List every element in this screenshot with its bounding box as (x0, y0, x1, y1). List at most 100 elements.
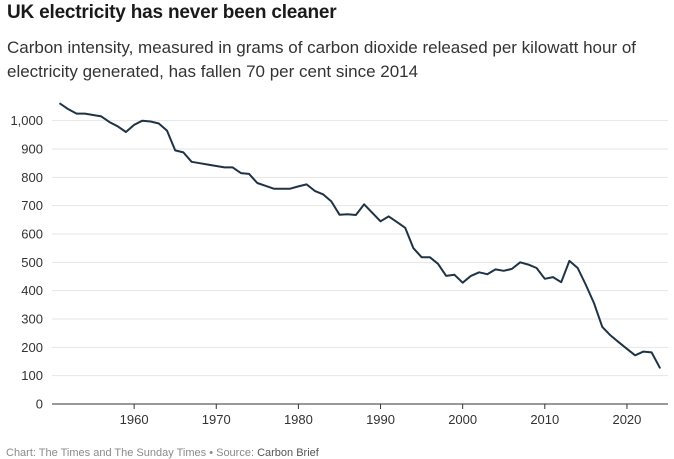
data-point-1954[interactable] (82, 111, 87, 116)
data-point-2012[interactable] (559, 280, 564, 285)
data-point-1955[interactable] (91, 113, 96, 118)
data-point-2004[interactable] (493, 267, 498, 272)
gridlines (52, 120, 668, 405)
data-point-1988[interactable] (362, 202, 367, 207)
data-point-1980[interactable] (296, 184, 301, 189)
data-point-1962[interactable] (148, 119, 153, 124)
data-point-1977[interactable] (271, 186, 276, 191)
data-point-1975[interactable] (255, 181, 260, 186)
data-point-1967[interactable] (189, 159, 194, 164)
data-point-1961[interactable] (140, 118, 145, 123)
data-point-2007[interactable] (518, 260, 523, 265)
data-point-1994[interactable] (411, 246, 416, 251)
x-tick-label-2020: 2020 (612, 412, 641, 427)
data-point-2018[interactable] (608, 333, 613, 338)
data-point-1987[interactable] (353, 213, 358, 218)
data-point-1972[interactable] (230, 165, 235, 170)
series-layer (58, 101, 662, 370)
y-axis-ticks: 0 100 200 300 400 500 600 700 800 900 1,000 (10, 113, 43, 411)
data-point-2020[interactable] (624, 346, 629, 351)
data-point-1996[interactable] (427, 255, 432, 260)
data-point-2015[interactable] (583, 283, 588, 288)
data-point-2014[interactable] (575, 266, 580, 271)
y-tick-label-600: 600 (21, 227, 43, 242)
data-point-1964[interactable] (165, 128, 170, 133)
y-tick-label-0: 0 (36, 397, 43, 412)
x-tick-label-2000: 2000 (448, 412, 477, 427)
y-tick-label-100: 100 (21, 368, 43, 383)
data-point-2019[interactable] (616, 340, 621, 345)
data-point-2002[interactable] (477, 270, 482, 275)
data-point-1960[interactable] (132, 122, 137, 127)
data-point-1968[interactable] (197, 161, 202, 166)
data-point-2006[interactable] (509, 266, 514, 271)
data-point-2009[interactable] (534, 266, 539, 271)
data-point-1984[interactable] (329, 199, 334, 204)
data-point-1998[interactable] (444, 273, 449, 278)
x-tick-label-2010: 2010 (530, 412, 559, 427)
y-tick-label-1000: 1,000 (10, 113, 43, 128)
data-point-1981[interactable] (304, 182, 309, 187)
data-point-1983[interactable] (321, 192, 326, 197)
x-axis-ticks: 1960 1970 1980 1990 2000 2010 2020 (120, 404, 641, 427)
x-tick-label-1960: 1960 (120, 412, 149, 427)
data-point-2003[interactable] (485, 272, 490, 277)
x-tick-label-1970: 1970 (202, 412, 231, 427)
data-point-1993[interactable] (403, 225, 408, 230)
data-point-1970[interactable] (214, 164, 219, 169)
data-point-1976[interactable] (263, 183, 268, 188)
data-point-2010[interactable] (542, 276, 547, 281)
data-point-1990[interactable] (378, 219, 383, 224)
data-point-1991[interactable] (386, 214, 391, 219)
data-point-1971[interactable] (222, 165, 227, 170)
data-point-1986[interactable] (345, 212, 350, 217)
data-point-2024[interactable] (657, 365, 662, 370)
chart-footer: Chart: The Times and The Sunday Times • … (6, 447, 319, 459)
data-point-1952[interactable] (66, 107, 71, 112)
data-point-2022[interactable] (641, 349, 646, 354)
data-point-1969[interactable] (206, 162, 211, 167)
data-point-1953[interactable] (74, 111, 79, 116)
data-point-2011[interactable] (551, 275, 556, 280)
y-tick-label-400: 400 (21, 283, 43, 298)
data-point-1973[interactable] (238, 171, 243, 176)
data-point-2017[interactable] (600, 324, 605, 329)
data-point-2023[interactable] (649, 350, 654, 355)
data-point-2013[interactable] (567, 258, 572, 263)
data-point-1965[interactable] (173, 148, 178, 153)
data-point-1959[interactable] (123, 130, 128, 135)
data-point-1966[interactable] (181, 150, 186, 155)
x-tick-label-1990: 1990 (366, 412, 395, 427)
source-link[interactable]: Carbon Brief (257, 447, 319, 459)
y-tick-label-200: 200 (21, 340, 43, 355)
chart-subtitle: Carbon intensity, measured in grams of c… (7, 38, 637, 81)
data-point-1951[interactable] (58, 101, 63, 106)
y-tick-label-300: 300 (21, 312, 43, 327)
data-point-1985[interactable] (337, 212, 342, 217)
data-point-1963[interactable] (156, 121, 161, 126)
data-point-1978[interactable] (280, 186, 285, 191)
data-point-1982[interactable] (312, 188, 317, 193)
data-point-2005[interactable] (501, 268, 506, 273)
data-point-1974[interactable] (247, 171, 252, 176)
y-tick-label-500: 500 (21, 255, 43, 270)
data-point-1979[interactable] (288, 186, 293, 191)
data-point-2016[interactable] (592, 301, 597, 306)
series-line-0 (59, 102, 661, 369)
data-point-1957[interactable] (107, 120, 112, 125)
y-tick-label-700: 700 (21, 198, 43, 213)
data-point-1997[interactable] (436, 261, 441, 266)
data-point-2000[interactable] (460, 280, 465, 285)
footer-credit: Chart: The Times and The Sunday Times • … (6, 447, 258, 459)
data-point-1989[interactable] (370, 210, 375, 215)
data-point-2008[interactable] (526, 262, 531, 267)
data-point-2021[interactable] (633, 353, 638, 358)
data-point-1958[interactable] (115, 124, 120, 129)
data-point-1956[interactable] (99, 114, 104, 119)
data-point-1992[interactable] (395, 220, 400, 225)
data-point-1995[interactable] (419, 255, 424, 260)
data-point-2001[interactable] (468, 273, 473, 278)
data-point-1999[interactable] (452, 272, 457, 277)
y-tick-label-900: 900 (21, 142, 43, 157)
